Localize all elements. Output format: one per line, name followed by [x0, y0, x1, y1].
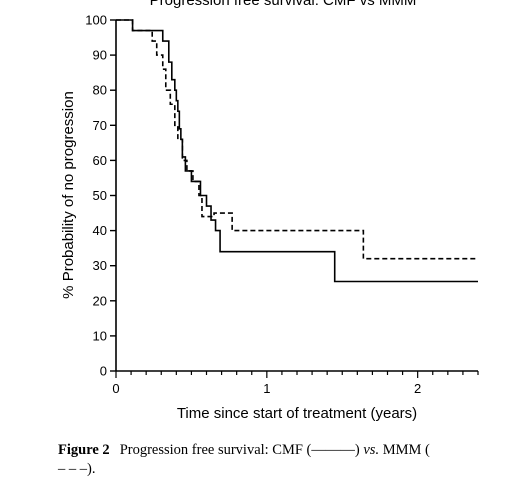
figure-label: Figure 2 — [58, 442, 110, 458]
caption-solid-sample: ——— — [311, 442, 355, 458]
y-tick-label: 40 — [93, 223, 107, 238]
caption-text-end: ). — [87, 461, 96, 477]
survival-chart: Progression free survival: CMF vs MMM 0 1… — [60, 0, 479, 422]
x-tick-label: 1 — [263, 381, 270, 396]
y-tick-label: 20 — [93, 293, 107, 308]
x-axis-title: Time since start of treatment (years) — [177, 405, 417, 422]
caption-text-after: MMM ( — [379, 442, 430, 458]
y-tick-label: 10 — [93, 328, 107, 343]
y-tick-label: 70 — [93, 118, 107, 133]
series-line-dashed — [116, 19, 478, 260]
x-tick-label: 2 — [414, 381, 421, 396]
y-tick-label: 100 — [85, 13, 107, 28]
y-tick-label: 30 — [93, 258, 107, 273]
chart-title: Progression free survival: CMF vs MMM — [150, 0, 417, 9]
y-axis-title: % Probability of no progression — [60, 91, 77, 299]
caption-text-before: Progression free survival: CMF ( — [119, 442, 312, 458]
y-tick-label: 50 — [93, 188, 107, 203]
figure-caption: Figure 2 Progression free survival: CMF (… — [58, 441, 518, 479]
y-tick-label: 0 — [100, 364, 107, 379]
caption-vs: vs. — [363, 442, 380, 458]
series-line-solid — [116, 19, 478, 283]
x-tick-label: 0 — [112, 381, 119, 396]
y-tick-label: 90 — [93, 48, 107, 63]
y-axis: 0 10 20 30 40 50 60 70 80 90 100 — [85, 13, 117, 379]
caption-text-middle: ) — [354, 442, 364, 458]
series-layer — [116, 19, 478, 283]
y-tick-label: 80 — [93, 83, 107, 98]
y-tick-label: 60 — [93, 153, 107, 168]
x-axis: 0 1 2 — [112, 370, 479, 396]
caption-dashed-sample: – – – — [58, 461, 87, 477]
